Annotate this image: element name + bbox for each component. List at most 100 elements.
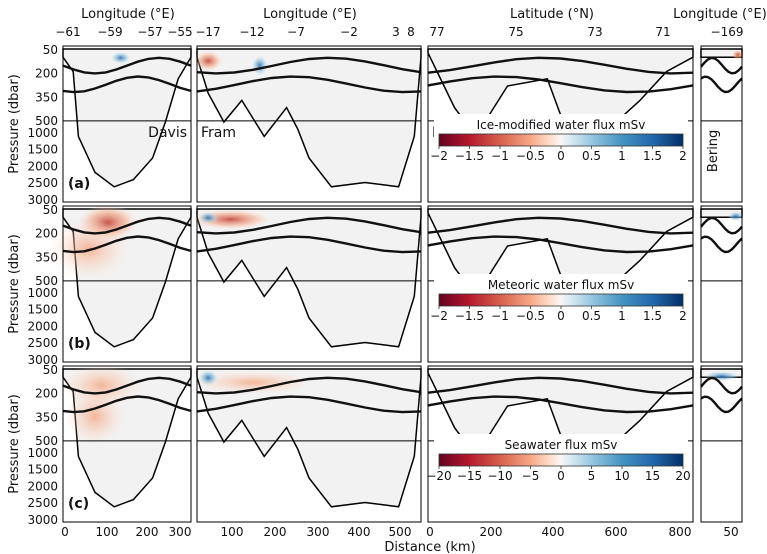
colorbar-tick-label: −5 [522, 469, 540, 483]
top-axis-label-davis: Longitude (°E) [81, 7, 175, 22]
subplot-background [701, 366, 742, 522]
colorbar-tick-label: 15 [645, 469, 660, 483]
anomaly-patch [198, 369, 219, 386]
isopycnal-line [196, 376, 422, 395]
gateway-label: Bering [706, 130, 721, 172]
y-tick-label: 1000 [27, 126, 58, 140]
bottom-tick-labels: 0 0 100 200 300 100 200 300 400 500 200 400 600 800 50 [61, 525, 738, 539]
isopycnal-line [196, 235, 422, 254]
top-axis-labels: Longitude (°E) Longitude (°E) Latitude (… [81, 7, 767, 22]
y-tick-label: 3000 [27, 193, 58, 207]
subplot-fram [190, 205, 422, 363]
bottom-tick-label: 0 [426, 525, 434, 539]
colorbar-title: Seawater flux mSv [505, 438, 618, 452]
bottom-tick-label: 200 [480, 525, 503, 539]
top-tick-label: 77 [429, 25, 444, 39]
panel-c: 5020035050010001500200025003000(c)Seawat… [27, 363, 743, 527]
bottom-tick-label: 100 [221, 525, 244, 539]
y-tick-label: 350 [35, 410, 58, 424]
isopycnal-line [62, 56, 192, 75]
y-tick-label: 1500 [27, 463, 58, 477]
anomaly-patch [110, 51, 131, 64]
top-tick-label: −61 [55, 25, 80, 39]
anomaly-patch [731, 49, 744, 60]
bottom-tick-label: 400 [348, 525, 371, 539]
subplot-frame [62, 205, 192, 363]
colorbar-tick-label: −1.5 [455, 149, 484, 163]
isopycnal-line [427, 235, 694, 254]
bottom-tick-label: 800 [669, 525, 692, 539]
subplot-davis: Davis [62, 45, 192, 203]
bottom-tick-label: 200 [136, 525, 159, 539]
top-tick-label: 8 [407, 25, 415, 39]
colorbar-tick-label: −20 [426, 469, 451, 483]
subplot-frame [700, 365, 743, 523]
subplot-frame [427, 45, 694, 203]
colorbar-tick-label: 1.5 [643, 309, 662, 323]
isopycnal-line [700, 376, 743, 395]
colorbar-tick-label: 2 [679, 309, 687, 323]
bottom-tick-label: 400 [542, 525, 565, 539]
y-axis-label-c: Pressure (dbar) [7, 394, 22, 494]
y-tick-label: 50 [43, 43, 58, 57]
isopycnal-line [196, 216, 422, 235]
colorbar-tick-label: −0.5 [516, 309, 545, 323]
isopycnal-line [62, 216, 192, 235]
y-axis-labels: Pressure (dbar) Pressure (dbar) Pressure… [7, 74, 22, 494]
y-tick-label: 500 [35, 274, 58, 288]
section-water-area [196, 368, 422, 508]
colorbar-tick-label: 0 [557, 469, 565, 483]
top-tick-labels: −61 −59 −57 −55 −17 −12 −7 −2 3 8 77 75 73 71 −169 [55, 25, 743, 39]
bottom-tick-label: 0 [61, 525, 69, 539]
subplot-bering [700, 365, 743, 523]
y-tick-label: 2500 [27, 496, 58, 510]
subplot-bering: Bering [700, 45, 744, 203]
subplot-davis [48, 204, 192, 363]
isopycnal-line [427, 75, 694, 94]
y-axis-label-a: Pressure (dbar) [7, 74, 22, 174]
panel-id-label: (c) [68, 496, 89, 512]
y-tick-label: 2500 [27, 336, 58, 350]
isopycnal-line [62, 395, 192, 414]
top-tick-label: 75 [508, 25, 523, 39]
anomaly-patch [193, 370, 313, 395]
colorbar-tick-label: 10 [614, 469, 629, 483]
isopycnal-line [700, 235, 743, 254]
top-tick-label: −17 [195, 25, 220, 39]
y-tick-label: 200 [35, 387, 58, 401]
top-tick-label: −7 [287, 25, 305, 39]
top-tick-label: −12 [239, 25, 264, 39]
colorbar-tick-label: 0.5 [582, 149, 601, 163]
colorbar-title: Meteoric water flux mSv [488, 278, 634, 292]
isopycnal-line [427, 376, 694, 395]
y-tick-label: 3000 [27, 353, 58, 367]
top-axis-label-bering: Longitude (°E) [673, 7, 767, 22]
top-axis-label-fram: Longitude (°E) [263, 7, 357, 22]
gateway-label: Fram [201, 125, 236, 141]
subplot-bering [700, 205, 744, 363]
y-tick-label: 1000 [27, 446, 58, 460]
subplot-frame [700, 45, 743, 203]
colorbar-tick-label: −10 [487, 469, 512, 483]
isopycnal-line [427, 56, 694, 75]
top-tick-label: −57 [137, 25, 162, 39]
colorbar-tick-label: 0 [557, 309, 565, 323]
y-tick-label: 200 [35, 67, 58, 81]
panel-b: 5020035050010001500200025003000(b)Meteor… [27, 203, 744, 367]
colorbar-tick-label: −1 [491, 149, 509, 163]
colorbar-tick-label: −1 [491, 309, 509, 323]
subplot-background [701, 206, 742, 362]
colorbar-tick-label: −2 [430, 309, 448, 323]
top-tick-label: 73 [587, 25, 602, 39]
y-tick-label: 1500 [27, 303, 58, 317]
colorbar-tick-label: 1 [618, 309, 626, 323]
subplot-frame [196, 205, 422, 363]
isopycnal-line [700, 216, 743, 235]
subplot-fram [193, 365, 422, 523]
colorbar [438, 133, 684, 147]
colorbar-tick-label: 20 [675, 469, 690, 483]
anomaly-patch [65, 388, 125, 445]
isopycnal-line [62, 75, 192, 94]
y-tick-label: 3000 [27, 513, 58, 527]
